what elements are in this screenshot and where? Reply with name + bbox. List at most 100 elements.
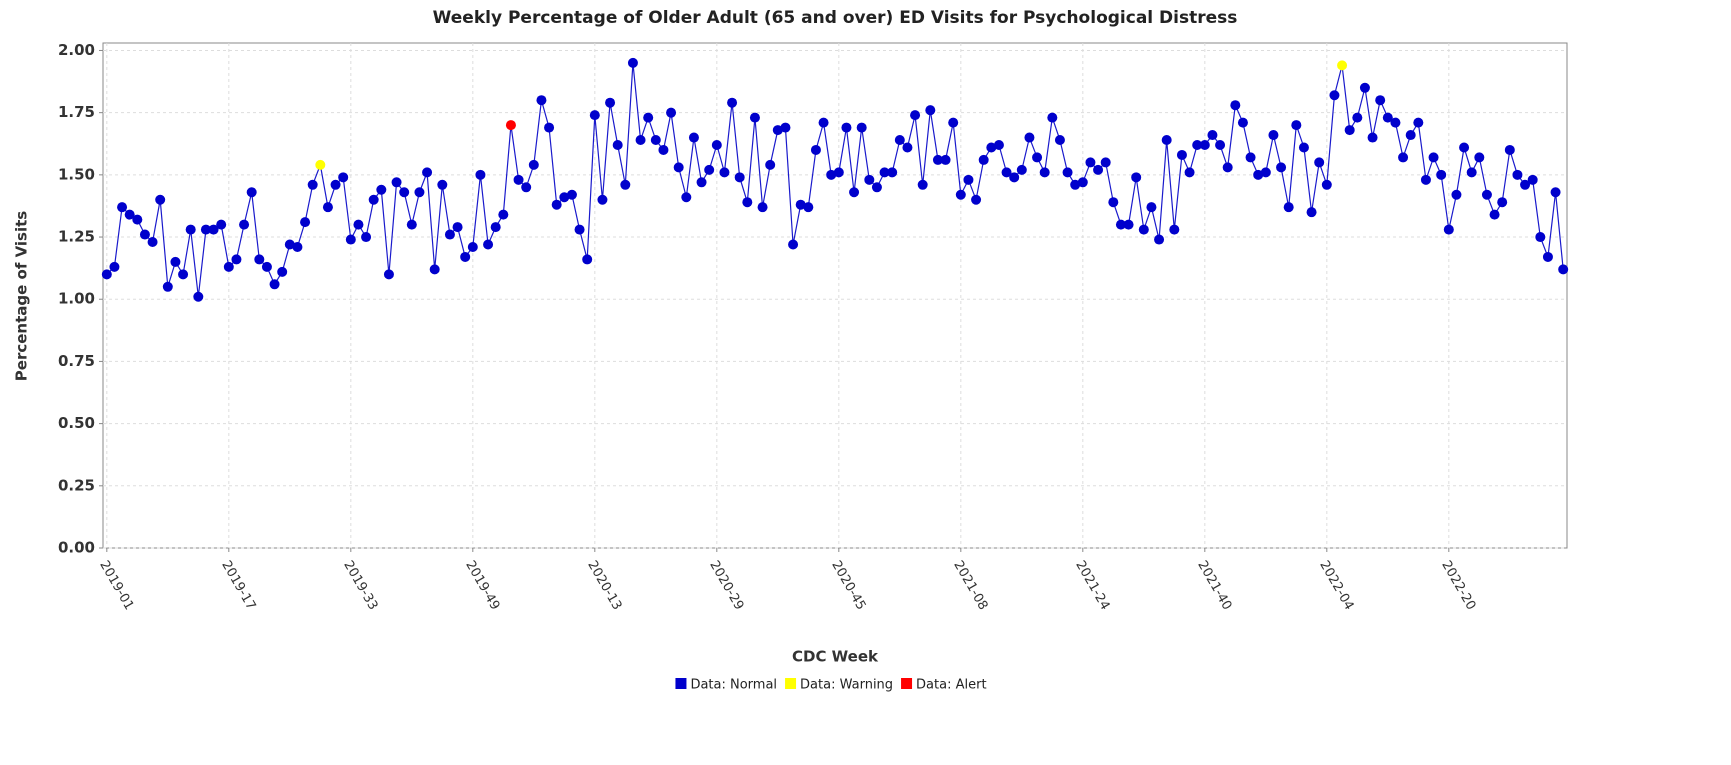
x-tick-label: 2020-45 (828, 558, 868, 613)
x-axis-title: CDC Week (792, 648, 879, 666)
data-point (338, 172, 349, 183)
data-point (856, 122, 867, 133)
data-point (673, 162, 684, 173)
data-point (414, 187, 425, 198)
data-point (322, 202, 333, 213)
data-point (1413, 117, 1424, 128)
data-point (1298, 142, 1309, 153)
data-point (1268, 130, 1279, 141)
data-point (1039, 167, 1050, 178)
x-tick-label: 2019-01 (96, 558, 136, 613)
x-tick-label: 2021-40 (1194, 558, 1234, 613)
y-tick-label: 0.25 (58, 476, 95, 494)
x-tick-label: 2020-29 (706, 558, 746, 613)
data-point (422, 167, 433, 178)
data-point (1253, 169, 1264, 180)
x-tick-label: 2021-24 (1072, 558, 1112, 613)
data-point (1001, 167, 1012, 178)
data-point (101, 269, 112, 280)
data-point (330, 179, 341, 190)
data-point (1245, 152, 1256, 163)
data-point (307, 179, 318, 190)
data-point (1405, 130, 1416, 141)
data-point (1527, 174, 1538, 185)
data-point (1558, 264, 1569, 275)
data-point (277, 266, 288, 277)
data-point (1337, 60, 1348, 71)
data-point (566, 189, 577, 200)
data-point (559, 192, 570, 203)
data-point (1093, 164, 1104, 175)
data-point (1115, 219, 1126, 230)
data-point (1062, 167, 1073, 178)
x-tick-label: 2019-49 (462, 558, 502, 613)
legend-label: Data: Normal (690, 678, 777, 693)
data-point (124, 209, 135, 220)
y-tick-label: 1.75 (58, 103, 95, 121)
x-tick-label: 2022-04 (1316, 558, 1356, 613)
legend: Data: Normal Data: Warning Data: Alert (675, 678, 987, 693)
legend-swatch (785, 678, 797, 689)
data-point (612, 139, 623, 150)
data-point (1497, 197, 1508, 208)
y-tick-label: 1.25 (58, 228, 95, 246)
data-point (788, 239, 799, 250)
data-point (551, 199, 562, 210)
data-point (620, 179, 631, 190)
data-point (1489, 209, 1500, 220)
data-point (1146, 202, 1157, 213)
data-point (749, 112, 760, 123)
data-point (406, 219, 417, 230)
data-point (178, 269, 189, 280)
data-point (1032, 152, 1043, 163)
data-point (1443, 224, 1454, 235)
x-tick-label: 2020-13 (584, 558, 624, 613)
data-point (1108, 197, 1119, 208)
data-point (1016, 164, 1027, 175)
data-point (1077, 177, 1088, 188)
data-point (826, 169, 837, 180)
data-point (879, 167, 890, 178)
data-point (452, 222, 463, 233)
data-point (1535, 232, 1546, 243)
data-point (1260, 167, 1271, 178)
data-point (1520, 179, 1531, 190)
data-point (719, 167, 730, 178)
y-tick-label: 2.00 (58, 41, 95, 59)
data-point (1550, 187, 1561, 198)
data-point (1382, 112, 1393, 123)
y-tick-label: 0.75 (58, 352, 95, 370)
data-point (932, 154, 943, 165)
data-point (666, 107, 677, 118)
data-point (1451, 189, 1462, 200)
data-point (1222, 162, 1233, 173)
data-point (841, 122, 852, 133)
data-point (574, 224, 585, 235)
data-point (902, 142, 913, 153)
chart-title: Weekly Percentage of Older Adult (65 and… (433, 8, 1238, 28)
data-point (810, 144, 821, 155)
data-point (185, 224, 196, 235)
data-point (132, 214, 143, 225)
data-point (1367, 132, 1378, 143)
data-point (955, 189, 966, 200)
data-point (742, 197, 753, 208)
data-point (681, 192, 692, 203)
data-point (1123, 219, 1134, 230)
legend-label: Data: Warning (800, 678, 893, 693)
data-point (1138, 224, 1149, 235)
data-point (940, 154, 951, 165)
data-point (1375, 95, 1386, 106)
data-point (361, 232, 372, 243)
data-point (910, 110, 921, 121)
data-point (1215, 139, 1226, 150)
data-point (1184, 167, 1195, 178)
data-point (971, 194, 982, 205)
data-point (1512, 169, 1523, 180)
data-point (109, 261, 120, 272)
data-point (727, 97, 738, 108)
legend-swatch (901, 678, 913, 689)
data-point (650, 135, 661, 146)
data-point (429, 264, 440, 275)
data-point (688, 132, 699, 143)
